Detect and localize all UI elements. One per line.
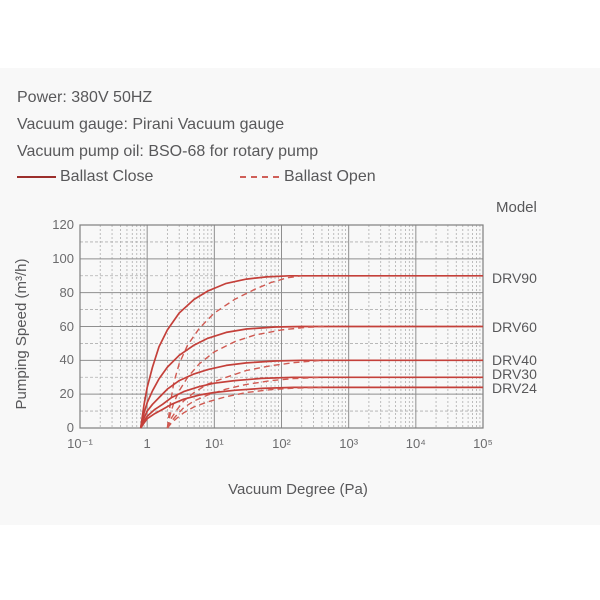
model-label-drv90: DRV90 bbox=[492, 269, 537, 286]
spec-power: Power: 380V 50HZ bbox=[17, 89, 153, 106]
x-tick-label: 10³ bbox=[339, 436, 359, 451]
y-tick-label: 60 bbox=[59, 318, 74, 334]
ballast-open-line-swatch bbox=[240, 176, 279, 178]
model-label-drv40: DRV40 bbox=[492, 352, 537, 369]
x-tick-label: 10⁵ bbox=[473, 436, 493, 451]
y-tick-label: 40 bbox=[59, 352, 74, 368]
ballast-close-label: Ballast Close bbox=[60, 168, 154, 185]
x-tick-label: 10² bbox=[272, 436, 291, 451]
spec-vacuum-gauge: Vacuum gauge: Pirani Vacuum gauge bbox=[17, 116, 285, 133]
spec-pump-oil: Vacuum pump oil: BSO-68 for rotary pump bbox=[17, 143, 319, 160]
x-tick-label: 1 bbox=[143, 436, 151, 451]
y-tick-label: 80 bbox=[59, 284, 74, 300]
ballast-close-line-swatch bbox=[17, 176, 56, 178]
y-axis-title: Pumping Speed (m³/h) bbox=[13, 258, 30, 410]
legend: Ballast Close Ballast Open bbox=[0, 168, 600, 185]
y-tick-label: 120 bbox=[52, 217, 74, 232]
y-tick-label: 20 bbox=[59, 386, 74, 402]
x-tick-label: 10¹ bbox=[204, 436, 224, 451]
model-label-drv60: DRV60 bbox=[492, 318, 537, 335]
x-axis-title: Vacuum Degree (Pa) bbox=[228, 481, 368, 498]
model-label-drv24: DRV24 bbox=[492, 380, 537, 397]
spec-block: Power: 380V 50HZ Vacuum gauge: Pirani Va… bbox=[17, 84, 318, 165]
model-label-drv30: DRV30 bbox=[492, 366, 537, 383]
x-tick-label: 10⁴ bbox=[405, 436, 426, 451]
y-tick-label: 0 bbox=[66, 420, 74, 435]
ballast-open-label: Ballast Open bbox=[284, 168, 376, 185]
x-tick-label: 10⁻¹ bbox=[67, 436, 93, 451]
y-tick-label: 100 bbox=[52, 250, 74, 266]
model-column-title: Model bbox=[496, 199, 537, 216]
